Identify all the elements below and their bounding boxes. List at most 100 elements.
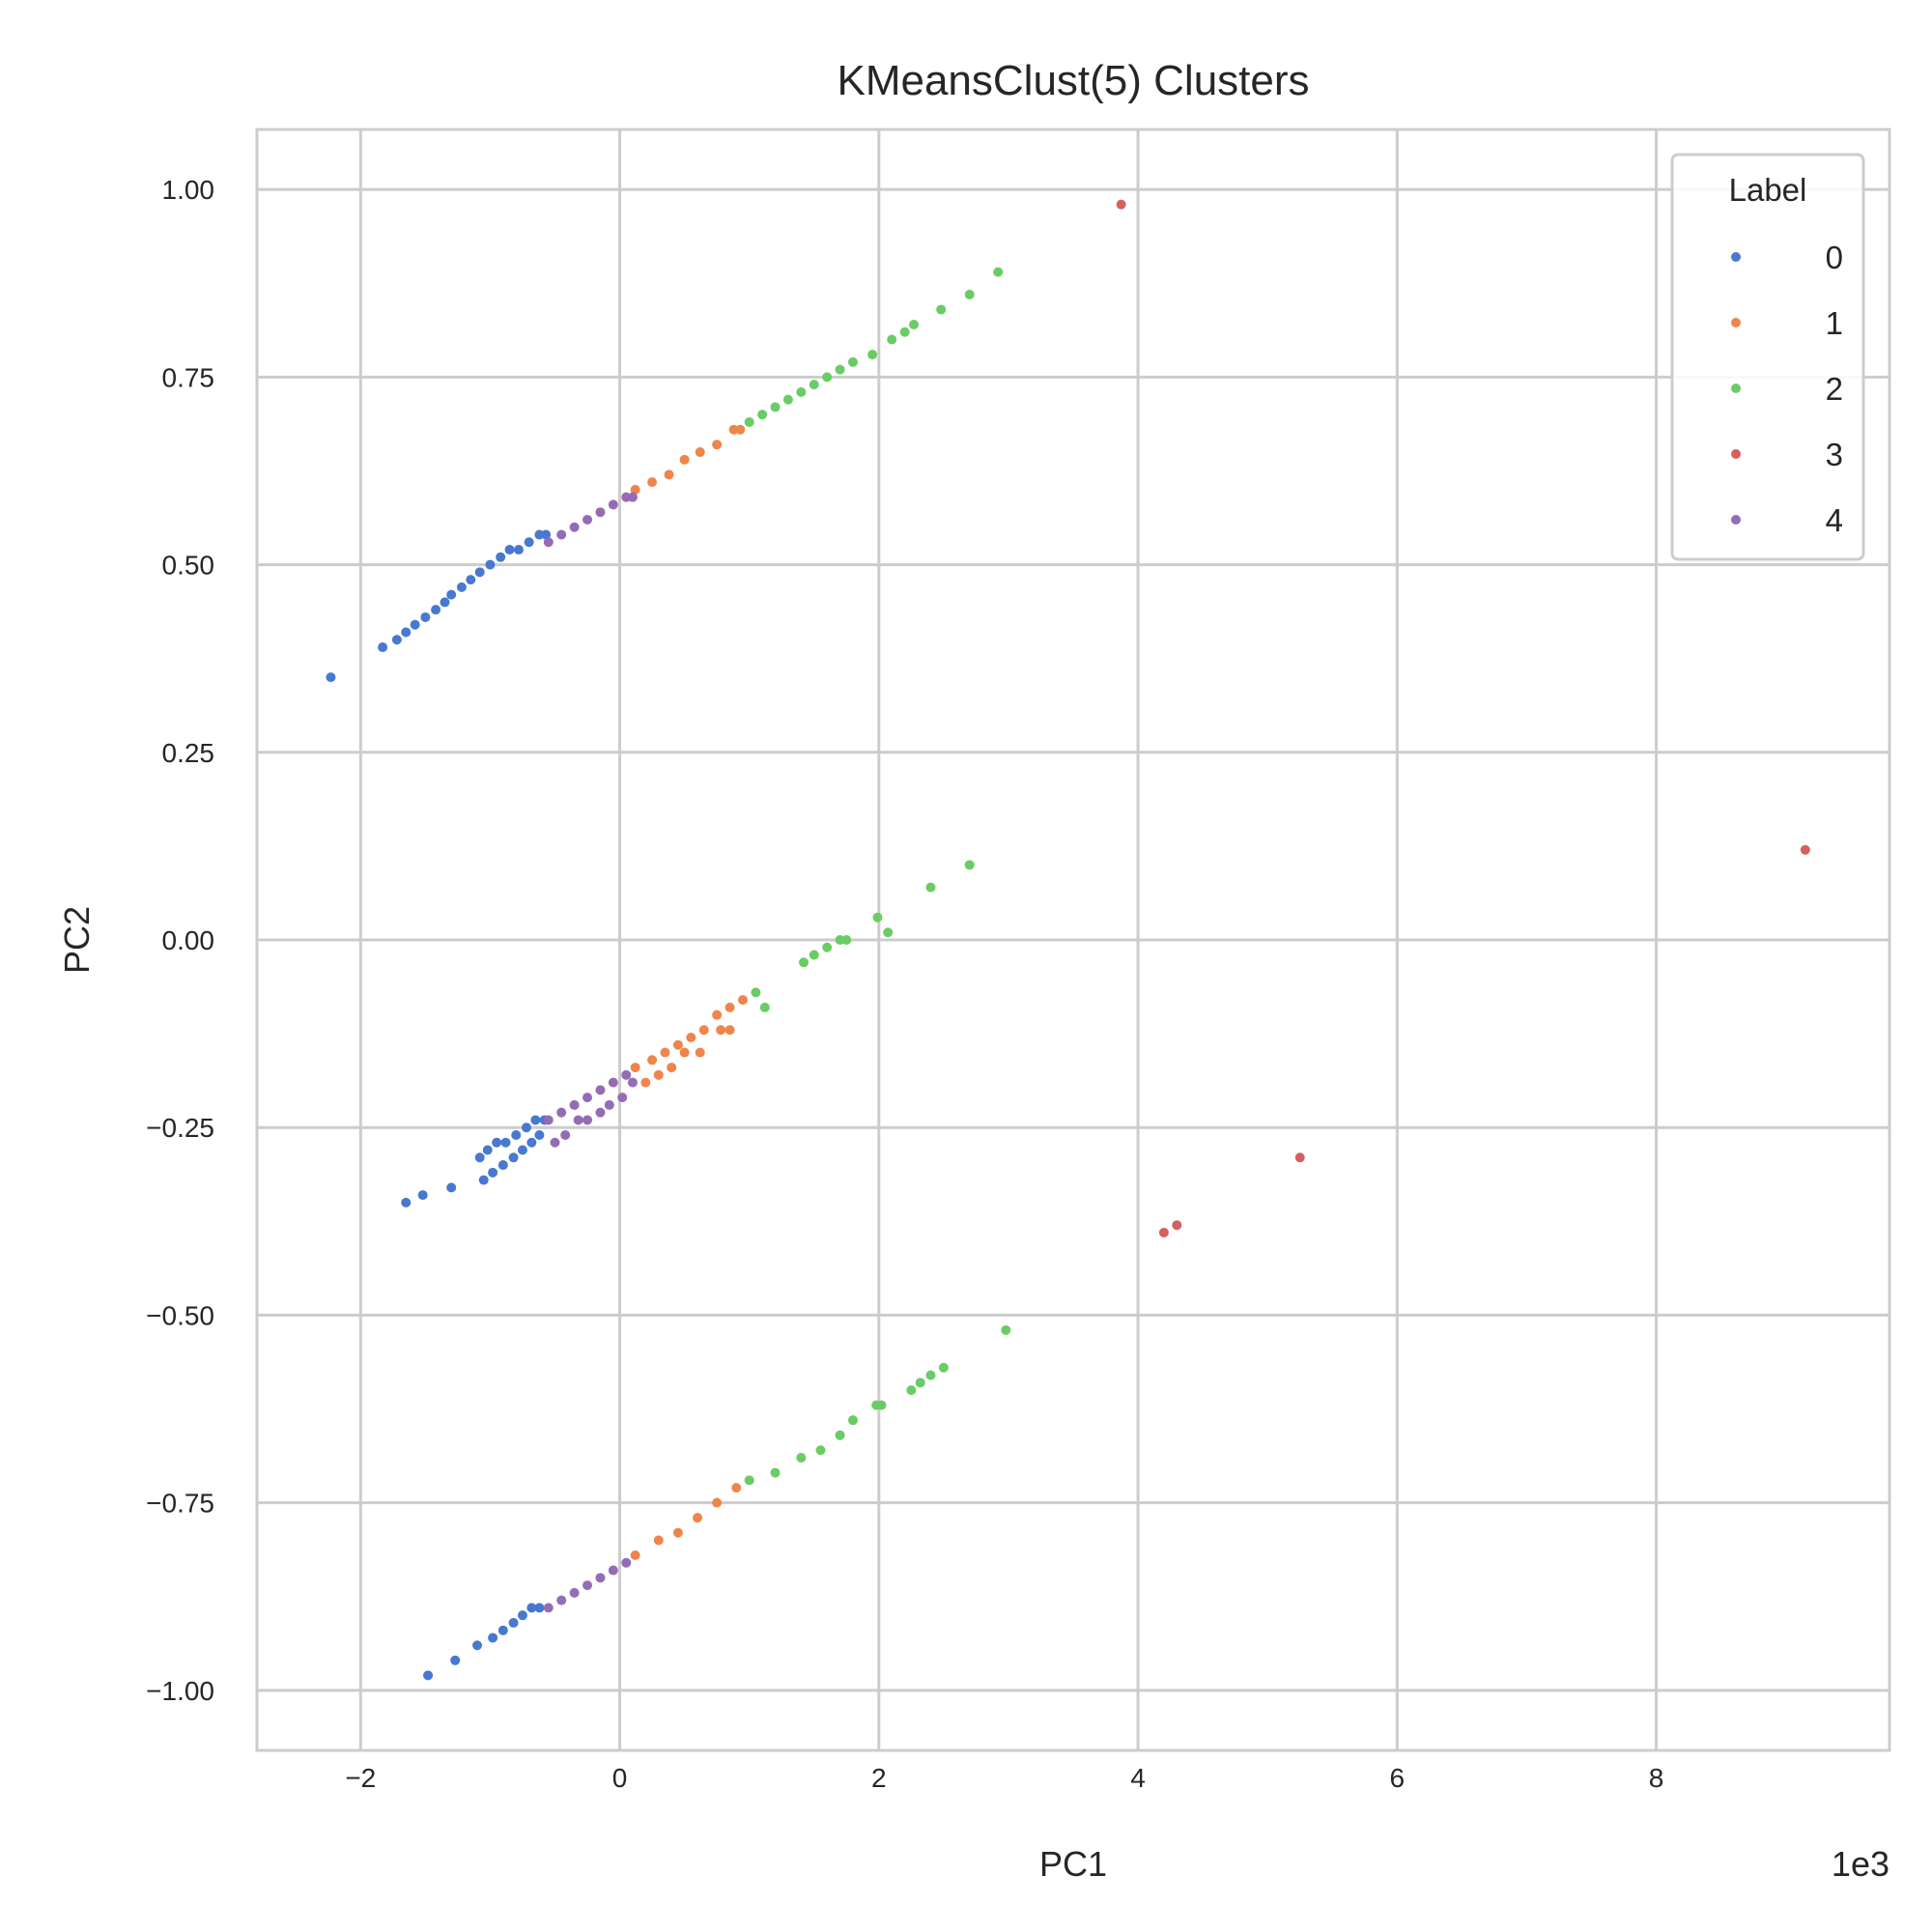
data-point — [822, 372, 833, 383]
legend-entry: 3 — [1731, 437, 1843, 472]
legend-marker — [1731, 384, 1741, 393]
data-point — [517, 1610, 527, 1621]
x-tick-label: 0 — [612, 1763, 628, 1793]
legend-entries: 0 1 2 3 4 — [1731, 240, 1843, 538]
data-point — [936, 304, 947, 315]
x-tick-label: 6 — [1390, 1763, 1406, 1793]
data-point — [541, 529, 552, 540]
legend-title: Label — [1729, 172, 1807, 208]
data-point — [925, 882, 936, 893]
data-point — [712, 440, 723, 450]
data-point — [653, 1069, 664, 1080]
data-point — [724, 1002, 735, 1012]
data-point — [521, 1122, 531, 1133]
data-point — [401, 1197, 412, 1208]
data-point — [1294, 1152, 1305, 1163]
data-point — [640, 1077, 651, 1088]
legend-entry: 0 — [1731, 240, 1843, 275]
data-point — [744, 1475, 754, 1486]
data-point — [517, 1145, 527, 1155]
data-point — [508, 1617, 519, 1628]
data-point — [872, 912, 883, 923]
data-point — [672, 1527, 683, 1538]
chart-title: KMeansClust(5) Clusters — [837, 57, 1309, 104]
data-point — [410, 619, 420, 630]
y-tick-label: 1.00 — [162, 175, 215, 205]
data-point — [569, 1587, 580, 1598]
data-point — [909, 319, 920, 329]
data-point — [604, 1099, 614, 1110]
x-tick-label: 2 — [871, 1763, 887, 1793]
plot-frame — [255, 128, 1891, 1752]
legend-entry: 2 — [1731, 371, 1843, 407]
data-point — [492, 1137, 502, 1148]
data-point — [573, 1115, 583, 1125]
y-tick-labels: 1.00 0.75 0.50 0.25 0.00 −0.25 −0.50 −0.75 −1.00 — [146, 175, 214, 1706]
data-point — [822, 942, 833, 952]
data-point — [679, 454, 690, 465]
data-point — [770, 402, 781, 412]
data-point — [876, 1400, 887, 1410]
data-point — [556, 529, 567, 540]
series-1 — [630, 424, 748, 1561]
data-point — [423, 1670, 434, 1681]
data-point — [556, 1107, 567, 1118]
data-point — [841, 935, 852, 945]
data-point — [1800, 844, 1810, 855]
data-point — [466, 575, 476, 585]
data-point — [582, 1115, 593, 1125]
data-point — [440, 597, 450, 608]
data-point — [1172, 1220, 1182, 1231]
data-point — [621, 1069, 632, 1080]
data-point — [1158, 1227, 1169, 1237]
data-point — [617, 1093, 628, 1103]
data-point — [550, 1137, 560, 1148]
data-point — [744, 416, 754, 427]
x-tick-label: −2 — [345, 1763, 376, 1793]
data-point — [474, 1152, 485, 1163]
data-point — [938, 1362, 949, 1373]
data-point — [488, 1167, 498, 1178]
data-point — [695, 1047, 705, 1058]
data-point — [526, 1603, 537, 1613]
data-point — [679, 1047, 690, 1058]
data-point — [524, 537, 534, 548]
data-point — [513, 545, 524, 555]
data-point — [569, 1099, 580, 1110]
y-tick-label: 0.75 — [162, 362, 215, 392]
legend-marker — [1731, 449, 1741, 459]
y-tick-label: 0.00 — [162, 925, 215, 955]
data-point — [478, 1175, 489, 1185]
data-point — [698, 1025, 709, 1036]
data-point — [693, 1513, 703, 1523]
data-points — [326, 199, 1810, 1681]
data-point — [326, 672, 336, 683]
legend-entry: 1 — [1731, 305, 1843, 341]
data-point — [485, 559, 496, 570]
data-point — [627, 1077, 638, 1088]
data-point — [887, 334, 897, 345]
legend-label: 2 — [1826, 371, 1843, 407]
x-tick-label: 4 — [1130, 1763, 1146, 1793]
data-point — [482, 1145, 493, 1155]
data-point — [770, 1467, 781, 1478]
data-point — [391, 635, 402, 645]
data-point — [647, 477, 658, 488]
data-point — [621, 1557, 632, 1568]
data-point — [446, 1182, 457, 1193]
data-point — [627, 492, 638, 502]
data-point — [796, 386, 807, 397]
data-point — [534, 1129, 545, 1140]
data-point — [757, 410, 768, 420]
data-point — [964, 860, 975, 870]
data-point — [431, 605, 441, 615]
data-point — [497, 1625, 508, 1635]
data-point — [724, 1025, 735, 1036]
data-point — [815, 1445, 826, 1456]
data-point — [608, 1565, 618, 1576]
data-point — [867, 350, 878, 360]
data-point — [500, 1137, 511, 1148]
data-point — [582, 1580, 593, 1591]
